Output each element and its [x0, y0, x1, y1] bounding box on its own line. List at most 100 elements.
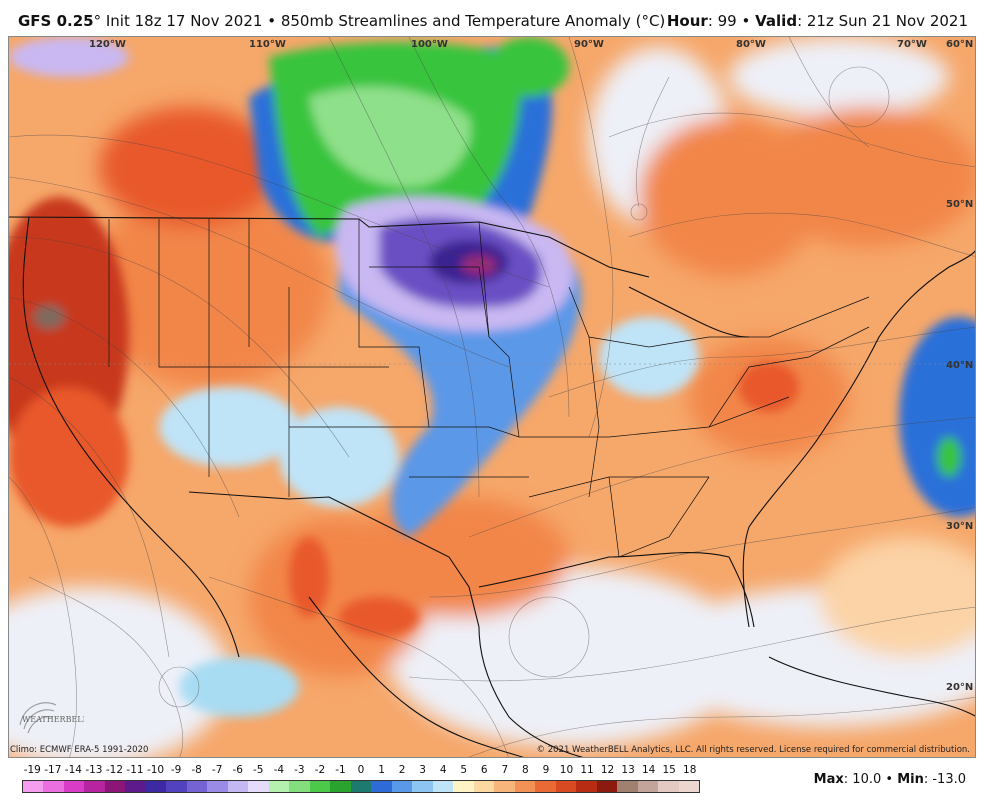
color-scale-swatch — [494, 781, 515, 792]
color-scale-label: 11 — [580, 764, 594, 776]
color-scale-label: 13 — [621, 764, 635, 776]
color-scale-swatch — [678, 781, 699, 792]
lon-label-110w: 110°W — [249, 39, 286, 50]
color-scale-label: -7 — [211, 764, 223, 776]
color-scale-swatch — [535, 781, 556, 792]
anomaly-lightblue-colorado — [279, 407, 399, 507]
anomaly-red-virginia — [739, 362, 799, 412]
color-scale-swatch — [637, 781, 659, 792]
maxmin-separator: • — [881, 772, 898, 787]
color-scale-swatch — [391, 781, 413, 792]
max-value: : 10.0 — [843, 772, 882, 787]
lon-label-80w: 80°W — [736, 39, 766, 50]
color-scale-label: 1 — [378, 764, 385, 776]
state-borders — [108, 219, 870, 558]
max-label: Max — [813, 772, 844, 787]
cuba-coastline — [768, 656, 975, 717]
valid-label: Valid — [755, 12, 798, 30]
color-scale-label: 4 — [439, 764, 447, 776]
anomaly-orange-quebec — [759, 107, 975, 247]
logo-text: WEATHERBELL — [22, 715, 84, 724]
color-scale-label: -10 — [146, 764, 165, 776]
lon-label-90w: 90°W — [574, 39, 604, 50]
color-scale-label: 5 — [460, 764, 468, 776]
color-scale-label: -14 — [64, 764, 82, 776]
anomaly-pale-labrador — [729, 37, 949, 117]
color-scale-label: 6 — [480, 764, 488, 776]
mexico-coastline — [308, 596, 525, 757]
color-scale-label: -4 — [273, 764, 285, 776]
color-scale-swatch — [125, 781, 146, 792]
color-scale-swatch — [207, 781, 228, 792]
min-value: : -13.0 — [923, 772, 966, 787]
anomaly-lightblue-basin — [159, 387, 299, 467]
color-scale-label: -13 — [85, 764, 103, 776]
header-title: GFS 0.25° Init 18z 17 Nov 2021 • 850mb S… — [18, 12, 665, 30]
color-scale-label: 3 — [419, 764, 426, 776]
color-scale-swatch — [412, 781, 433, 792]
gulf-coastline — [478, 552, 755, 628]
us-mexico-border — [188, 491, 480, 628]
product-name: 850mb Streamlines and Temperature Anomal… — [280, 12, 666, 30]
color-scale-label: 18 — [683, 764, 697, 776]
anomaly-red-california — [9, 387, 129, 527]
color-scale-label: -17 — [44, 764, 62, 776]
color-scale-swatch — [555, 781, 577, 792]
color-scale-swatch — [576, 781, 597, 792]
anomaly-peach-atlantic — [819, 537, 975, 657]
header-valid-time: Hour: 99 • Valid: 21z Sun 21 Nov 2021 — [667, 12, 968, 30]
color-scale-label: 0 — [357, 764, 365, 776]
anomaly-brown-max — [33, 305, 65, 329]
color-scale-swatch — [330, 781, 351, 792]
hour-label: Hour — [666, 12, 708, 30]
color-scale-swatch — [145, 781, 167, 792]
color-scale-swatch — [166, 781, 187, 792]
color-scale-label: -8 — [191, 764, 202, 776]
anomaly-lightblue-pacific — [179, 657, 299, 717]
lat-label-30n: 30°N — [946, 521, 974, 532]
color-scale-label: 12 — [600, 764, 615, 776]
color-scale-swatch — [309, 781, 331, 792]
header-bar: GFS 0.25° Init 18z 17 Nov 2021 • 850mb S… — [0, 0, 984, 36]
color-scale-swatch — [453, 781, 474, 792]
color-scale-label: 15 — [662, 764, 676, 776]
init-time: Init 18z 17 Nov 2021 — [101, 12, 263, 30]
anomaly-lavender-yukon — [9, 37, 129, 77]
anomaly-green-hudson — [489, 37, 569, 97]
degree-mark: ° — [93, 12, 102, 30]
anomaly-lightgreen-prairie — [309, 86, 471, 187]
color-scale-swatch — [104, 781, 126, 792]
min-label: Min — [897, 772, 924, 787]
color-scale-label: -12 — [105, 764, 124, 776]
hour-value: : 99 — [707, 12, 737, 30]
color-scale-label: 9 — [542, 764, 550, 776]
separator-bullet: • — [262, 12, 281, 30]
color-scale-swatch — [617, 781, 638, 792]
color-scale-swatch — [514, 781, 536, 792]
color-scale-label: -3 — [294, 764, 305, 776]
color-scale-label: -5 — [253, 764, 264, 776]
color-scale-swatch — [658, 781, 679, 792]
separator-bullet-2: • — [736, 12, 756, 30]
weather-map: 120°W 110°W 100°W 90°W 80°W 70°W 60°N 50… — [8, 36, 976, 758]
temperature-anomaly-field — [9, 37, 975, 757]
anomaly-red-bc — [99, 107, 279, 227]
anomaly-red-sierra — [289, 537, 329, 617]
model-name: GFS 0.25 — [18, 12, 94, 30]
lon-label-120w: 120°W — [89, 39, 126, 50]
lon-label-70w: 70°W — [897, 39, 927, 50]
anomaly-green-atlantic — [937, 437, 961, 477]
color-scale-label: 10 — [559, 764, 574, 776]
color-scale-swatch — [84, 781, 105, 792]
color-scale-swatch — [268, 781, 290, 792]
anomaly-magenta-min — [461, 255, 497, 275]
lat-label-50n: 50°N — [946, 199, 974, 210]
color-scale-swatch — [227, 781, 249, 792]
streamlines — [9, 37, 975, 757]
west-coastline — [22, 216, 240, 658]
color-scale-label: -1 — [335, 764, 346, 776]
great-lakes — [628, 286, 750, 338]
color-scale-label: -2 — [314, 764, 326, 776]
color-scale-swatch — [350, 781, 372, 792]
color-scale-swatch — [432, 781, 454, 792]
